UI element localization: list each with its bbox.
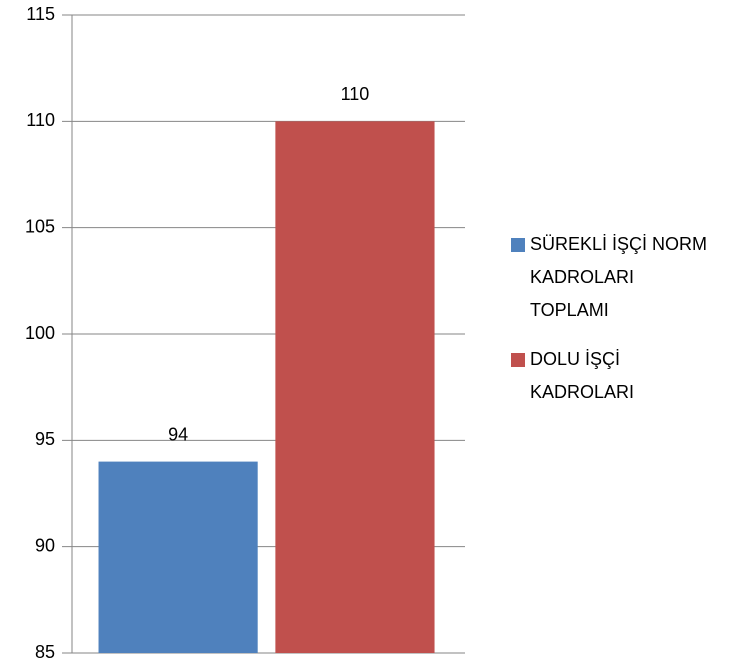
data-label: 94 (168, 424, 188, 444)
y-tick-label: 90 (35, 535, 55, 555)
legend-swatch (511, 353, 525, 367)
legend-label: DOLU İŞÇİ KADROLARI (530, 349, 634, 402)
legend-swatch (511, 238, 525, 252)
legend-label: SÜREKLİ İŞÇİ NORM KADROLARI TOPLAMI (530, 234, 707, 320)
y-tick-label: 115 (26, 4, 55, 24)
bar (275, 121, 435, 654)
bar (98, 461, 258, 653)
y-tick-label: 100 (25, 323, 55, 343)
y-tick-label: 110 (26, 110, 55, 130)
y-tick-label: 85 (35, 642, 55, 662)
y-tick-label: 95 (35, 429, 55, 449)
data-label: 110 (341, 84, 370, 104)
y-tick-label: 105 (25, 216, 55, 236)
